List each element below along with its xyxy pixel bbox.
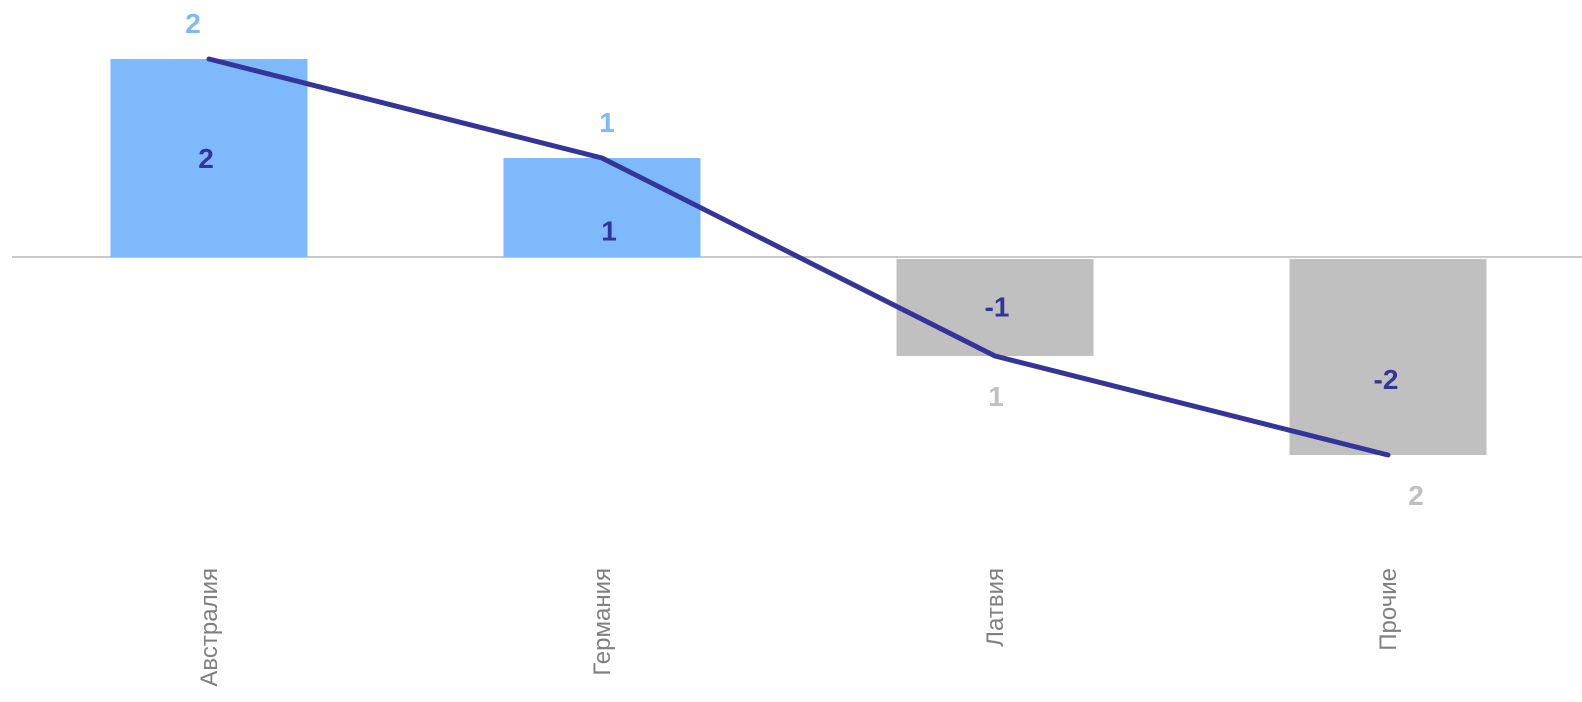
- outer-value-label-2: 1: [599, 107, 615, 138]
- bar-value-label-2: 1: [601, 216, 617, 247]
- category-labels: Австралия Германия Латвия Прочие: [196, 568, 1402, 687]
- bar-4: [1289, 259, 1487, 455]
- x-tick-label-2: Германия: [589, 568, 616, 676]
- outer-value-label-1: 2: [185, 8, 201, 39]
- x-tick-label-1: Австралия: [196, 568, 223, 687]
- bars-layer: [110, 59, 1487, 455]
- bar-3: [896, 259, 1094, 356]
- outer-value-label-4: 2: [1408, 480, 1424, 511]
- bar-1: [110, 59, 308, 257]
- outer-value-label-3: 1: [988, 381, 1004, 412]
- labels-layer: 2 1 -1 -2 2 1 1 2: [185, 8, 1424, 511]
- series-line: [206, 56, 1391, 458]
- bar-2: [503, 158, 701, 257]
- x-tick-label-3: Латвия: [982, 568, 1009, 647]
- bar-value-label-1: 2: [198, 143, 214, 174]
- x-tick-label-4: Прочие: [1375, 568, 1402, 651]
- bar-value-label-4: -2: [1374, 364, 1399, 395]
- bar-value-label-3: -1: [985, 292, 1010, 323]
